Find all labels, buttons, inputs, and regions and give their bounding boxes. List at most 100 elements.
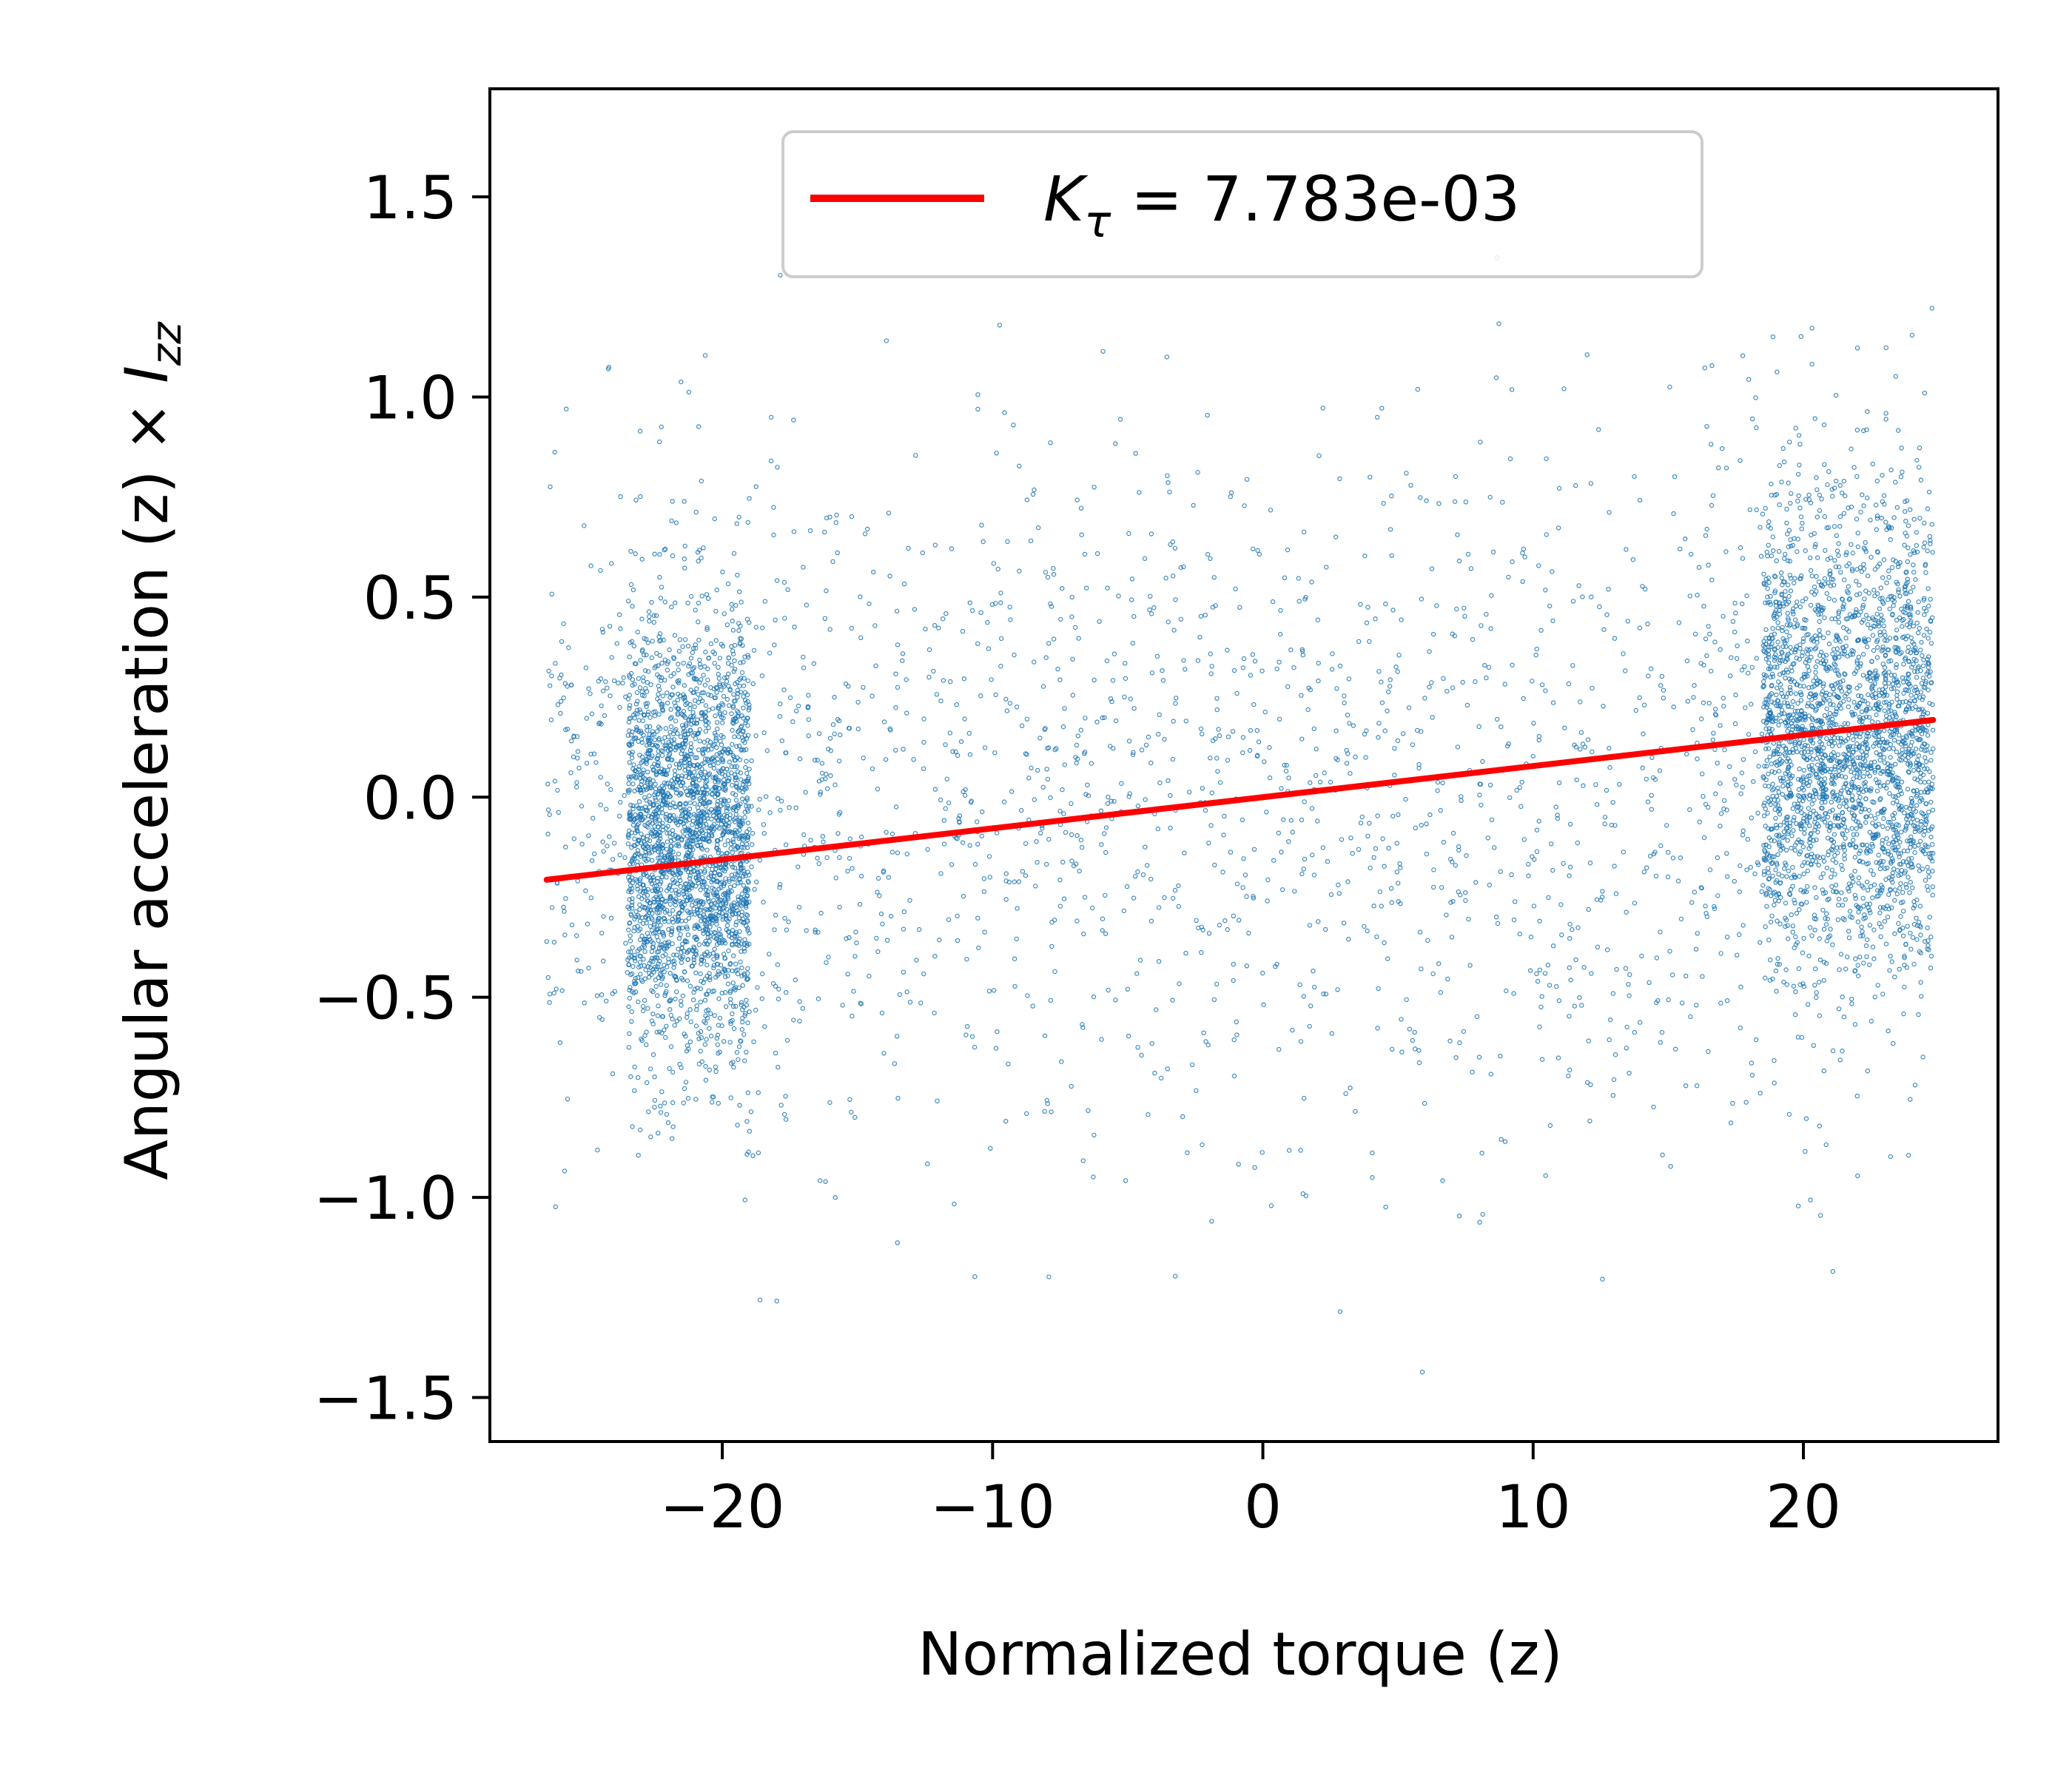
scatter-point: [704, 625, 710, 630]
scatter-point: [698, 1049, 704, 1054]
scatter-point: [642, 976, 648, 981]
scatter-point: [1790, 699, 1796, 704]
scatter-point: [1867, 923, 1873, 928]
scatter-point: [633, 774, 639, 779]
scatter-point: [694, 1007, 699, 1012]
scatter-point: [1907, 890, 1912, 895]
scatter-point: [670, 907, 676, 913]
scatter-point: [716, 671, 722, 677]
scatter-point: [1797, 690, 1803, 696]
scatter-point: [742, 810, 747, 815]
scatter-point: [737, 684, 742, 689]
scatter-point: [1777, 776, 1783, 781]
scatter-point: [649, 815, 655, 820]
scatter-point: [654, 949, 660, 955]
scatter-point: [706, 725, 711, 730]
scatter-point: [641, 767, 646, 773]
scatter-point: [1775, 639, 1780, 645]
scatter-point: [691, 794, 696, 800]
scatter-point: [744, 778, 750, 784]
scatter-point: [676, 927, 682, 932]
scatter-point: [646, 910, 652, 915]
scatter-point: [1773, 801, 1778, 807]
scatter-point: [1824, 525, 1829, 531]
scatter-point: [734, 784, 739, 790]
scatter-point: [1812, 584, 1817, 590]
scatter-point: [656, 712, 662, 717]
scatter-point: [716, 665, 721, 670]
scatter-point: [683, 773, 689, 779]
scatter-point: [668, 847, 673, 852]
scatter-point: [716, 912, 721, 918]
scatter-point: [682, 824, 687, 830]
scatter-point: [635, 699, 640, 704]
scatter-point: [1860, 492, 1865, 497]
scatter-point: [651, 613, 657, 618]
scatter-point: [697, 869, 703, 874]
scatter-point: [1781, 979, 1786, 985]
scatter-point: [633, 989, 639, 995]
scatter-point: [744, 770, 750, 776]
scatter-point: [639, 790, 644, 796]
scatter-point: [744, 924, 749, 929]
scatter-point: [639, 817, 645, 823]
scatter-point: [744, 912, 750, 918]
scatter-point: [1823, 653, 1829, 658]
scatter-point: [734, 744, 739, 749]
scatter-point: [1838, 788, 1844, 794]
scatter-point: [630, 682, 635, 688]
scatter-point: [1776, 790, 1781, 795]
scatter-point: [687, 761, 692, 766]
scatter-point: [1770, 534, 1775, 539]
scatter-point: [1798, 692, 1804, 697]
scatter-point: [731, 699, 737, 704]
scatter-point: [676, 822, 681, 828]
scatter-point: [644, 689, 650, 694]
scatter-point: [1778, 719, 1783, 724]
scatter-point: [665, 941, 670, 946]
scatter-point: [731, 1026, 737, 1032]
scatter-point: [642, 795, 648, 801]
scatter-point: [1817, 936, 1822, 941]
scatter-point: [1891, 746, 1896, 751]
scatter-point: [1928, 799, 1934, 805]
scatter-point: [711, 743, 716, 748]
scatter-point: [708, 693, 713, 699]
scatter-point: [734, 919, 739, 925]
scatter-point: [691, 989, 696, 995]
scatter-point: [659, 704, 665, 709]
scatter-point: [687, 893, 693, 898]
scatter-point: [1766, 666, 1772, 672]
scatter-point: [741, 781, 746, 787]
scatter-point: [715, 720, 720, 725]
scatter-point: [1858, 809, 1863, 815]
scatter-point: [703, 714, 709, 719]
scatter-point: [1807, 925, 1813, 930]
scatter-point: [1784, 520, 1789, 526]
scatter-point: [1871, 648, 1877, 653]
scatter-point: [636, 784, 642, 790]
scatter-point: [656, 692, 661, 697]
scatter-point: [678, 932, 683, 938]
scatter-point: [1810, 756, 1815, 762]
scatter-point: [1870, 944, 1876, 949]
scatter-point: [733, 815, 738, 821]
scatter-point: [737, 815, 743, 821]
scatter-point: [720, 917, 726, 922]
scatter-point: [652, 665, 657, 670]
scatter-point: [679, 791, 684, 797]
scatter-point: [733, 931, 738, 936]
scatter-point: [656, 915, 662, 921]
scatter-point: [684, 723, 689, 728]
scatter-point: [1859, 709, 1865, 715]
scatter-point: [1765, 810, 1770, 816]
scatter-point: [1760, 704, 1766, 710]
scatter-point: [648, 715, 653, 720]
scatter-point: [1843, 897, 1848, 902]
scatter-point: [1898, 881, 1903, 887]
scatter-point: [720, 759, 726, 764]
scatter-point: [727, 759, 733, 764]
scatter-point: [727, 961, 733, 967]
scatter-point: [1830, 857, 1836, 863]
scatter-point: [1800, 636, 1806, 642]
